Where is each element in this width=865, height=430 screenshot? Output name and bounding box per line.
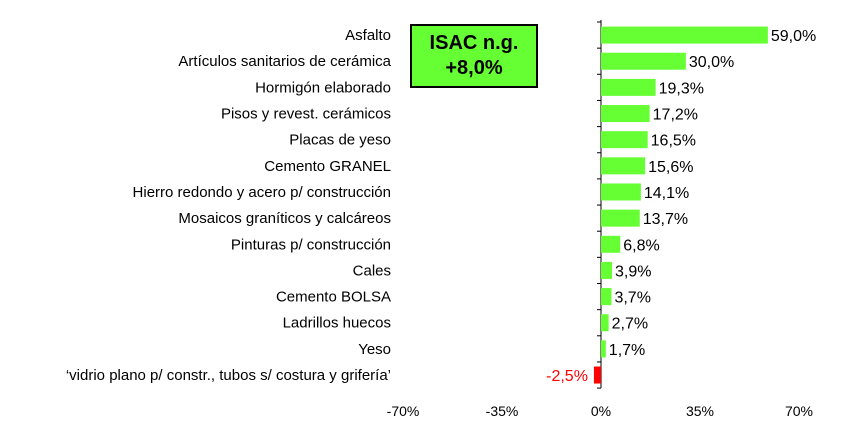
callout-value: +8,0% [445,57,503,79]
category-label: Yeso [358,341,391,358]
x-tick-label: 35% [686,403,714,419]
category-label: Placas de yeso [289,132,391,149]
bar [601,52,686,70]
category-label: Ladrillos huecos [283,315,391,332]
data-label: 2,7% [612,316,648,333]
data-label: 19,3% [659,80,704,97]
callout-title: ISAC n.g. [429,32,519,54]
isac-callout-box: ISAC n.g. +8,0% [410,24,538,88]
bar [601,261,613,279]
data-label: 16,5% [651,133,696,150]
data-label: 6,8% [623,237,659,254]
category-label: Cemento BOLSA [276,289,391,306]
x-tick-label: -35% [486,403,519,419]
x-tick-label: 70% [785,403,813,419]
data-label: 3,9% [615,263,651,280]
data-label: 17,2% [653,107,698,124]
bar [601,209,640,227]
bar [593,366,601,384]
data-label: -2,5% [546,368,588,385]
data-label: 3,7% [614,290,650,307]
category-label: Artículos sanitarios de cerámica [178,53,391,70]
bar [601,131,648,149]
category-label: Hierro redondo y acero p/ construcción [133,184,391,201]
data-label: 14,1% [644,185,689,202]
bar [601,235,621,253]
x-tick-label: 0% [591,403,611,419]
category-label: Mosaicos graníticos y calcáreos [178,210,391,227]
category-label: Hormigón elaborado [255,79,391,96]
category-label: Cales [353,262,391,279]
category-label: Pisos y revest. cerámicos [221,106,391,123]
bar [601,78,656,96]
category-label: Pinturas p/ construcción [231,236,391,253]
bar [601,288,612,306]
category-label: Cemento GRANEL [264,158,391,175]
category-label: ‘vidrio plano p/ constr., tubos s/ costu… [66,367,391,384]
data-label: 15,6% [648,159,693,176]
bar [601,340,606,358]
bar [601,183,641,201]
data-label: 13,7% [643,211,688,228]
bar [601,314,609,332]
bar [601,157,646,175]
bar [601,105,650,123]
data-label: 30,0% [689,54,734,71]
bar [601,26,768,44]
x-tick-label: -70% [387,403,420,419]
data-label: 1,7% [609,342,645,359]
category-label: Asfalto [345,27,391,44]
data-label: 59,0% [771,28,816,45]
